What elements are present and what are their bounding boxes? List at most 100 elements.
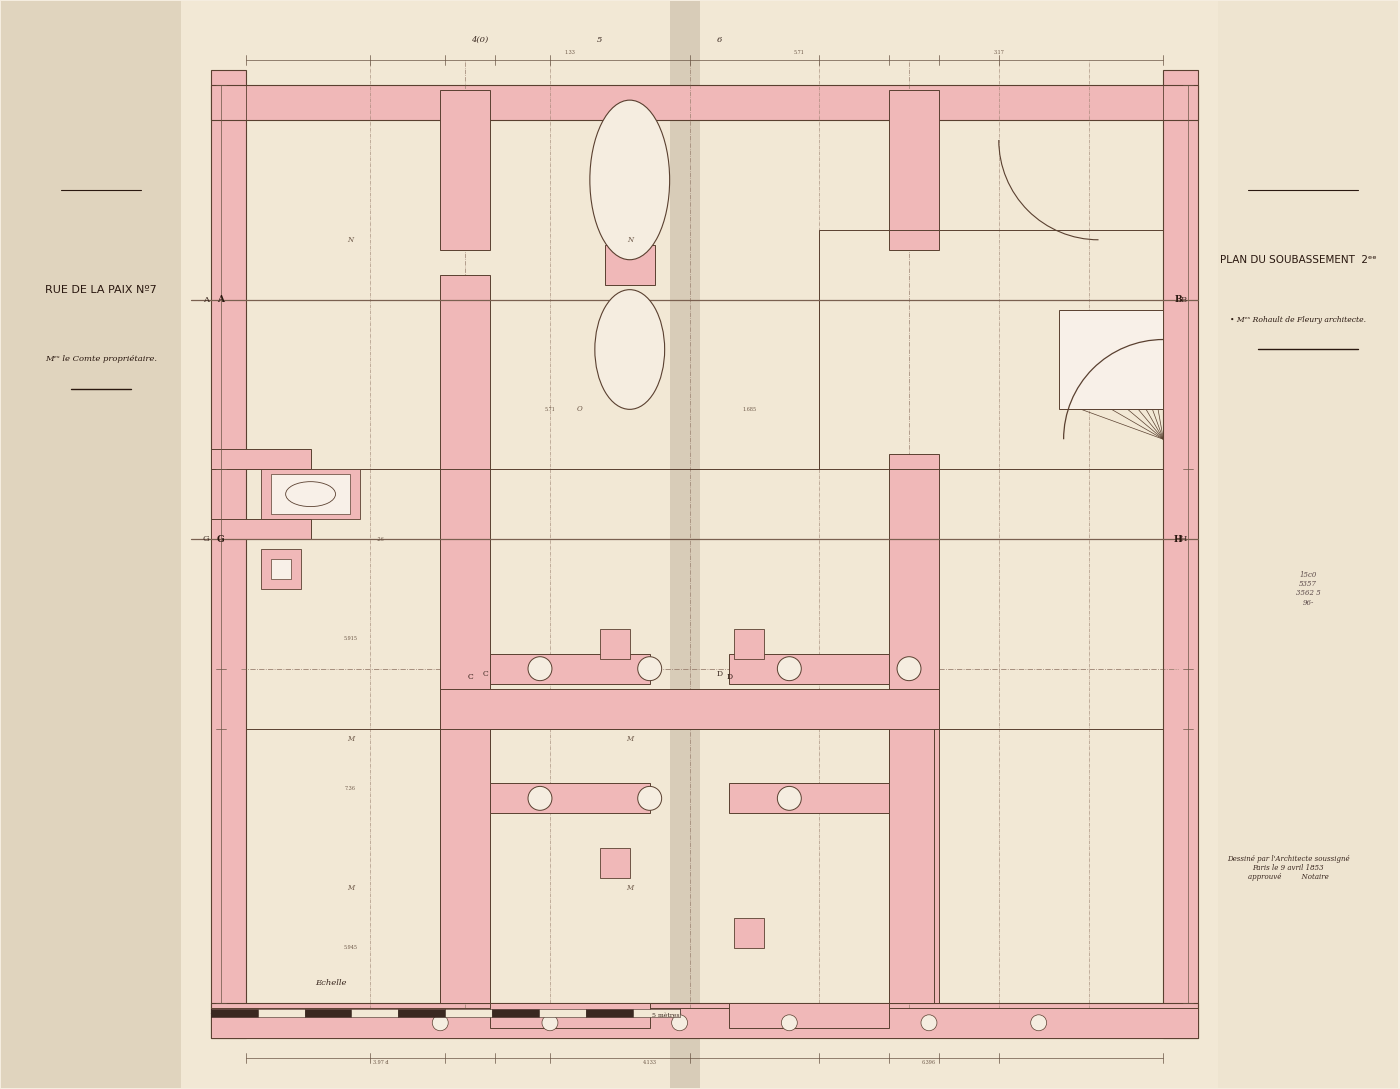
Text: M: M [347,884,354,892]
Ellipse shape [286,481,336,506]
Text: G: G [217,535,224,543]
Text: M: M [626,734,633,743]
Circle shape [777,786,801,810]
Bar [539,1008,585,1017]
Circle shape [897,657,921,681]
Bar [258,1008,305,1017]
Text: 5.915: 5.915 [343,636,357,641]
Circle shape [638,657,662,681]
Text: 5: 5 [598,36,602,45]
Text: D: D [717,670,722,677]
Text: G: G [203,535,209,543]
Bar [729,1003,889,1028]
Text: N: N [627,236,633,244]
Text: O: O [577,405,582,414]
Bar [440,688,939,729]
Bar [889,454,939,1003]
Text: 1.685: 1.685 [742,407,756,412]
Bar [211,450,311,469]
Text: C: C [482,670,489,677]
Text: B: B [1175,295,1182,304]
Text: H: H [1175,535,1183,543]
Bar [729,653,889,684]
Circle shape [921,1015,937,1031]
Bar [270,474,350,514]
Ellipse shape [595,290,665,409]
Text: 5.71: 5.71 [545,407,556,412]
Bar [735,628,764,659]
Text: M: M [626,884,633,892]
Bar [260,469,360,519]
Bar [490,1003,650,1028]
Text: 1.33: 1.33 [564,50,575,54]
Bar [246,729,440,1003]
Bar [181,1,1218,1088]
Circle shape [542,1015,559,1031]
Text: 3.17: 3.17 [994,50,1004,54]
Bar [669,1,700,1088]
Text: 6: 6 [717,36,722,45]
Circle shape [528,786,552,810]
Bar [819,230,1163,469]
Bar [729,783,889,813]
Text: .26: .26 [377,537,384,541]
Circle shape [781,1015,798,1031]
Bar [211,519,311,539]
Bar [305,1008,351,1017]
Bar [605,245,655,284]
Bar [633,1008,679,1017]
Bar [211,85,1198,120]
Bar [1,1,181,1088]
Text: 6.396: 6.396 [923,1061,937,1065]
Text: 15c0
5357
3562 5
96-: 15c0 5357 3562 5 96- [1295,571,1320,607]
Text: A: A [203,295,209,304]
Bar [1163,70,1198,1038]
Text: RUE DE LA PAIX Nº7: RUE DE LA PAIX Nº7 [45,284,157,295]
Text: Echelle: Echelle [315,979,346,987]
Bar [490,783,650,813]
Circle shape [528,657,552,681]
Bar [270,559,291,579]
Circle shape [638,786,662,810]
Bar [440,274,490,1003]
Bar [934,729,1163,1003]
Bar [490,729,889,1003]
Bar [211,1007,1198,1038]
Text: PLAN DU SOUBASSEMENT  2ᵉᵉ: PLAN DU SOUBASSEMENT 2ᵉᵉ [1219,255,1376,265]
Text: D: D [727,673,732,681]
Bar [445,1008,493,1017]
Text: A: A [217,295,224,304]
Circle shape [433,1015,448,1031]
Text: B: B [1180,295,1186,304]
Bar [211,70,246,1038]
Text: 3.97 d: 3.97 d [372,1061,388,1065]
Bar [246,299,819,469]
Bar [440,90,490,249]
Bar [599,628,630,659]
Text: 5 mètres: 5 mètres [652,1013,679,1018]
Text: 7.36: 7.36 [344,786,356,791]
Text: Dessiné par l'Architecte soussigné
Paris le 9 avril 1853
approuvé         Notair: Dessiné par l'Architecte soussigné Paris… [1226,855,1350,881]
Bar [1218,1,1397,1088]
Text: M: M [347,734,354,743]
Bar [399,1008,445,1017]
Circle shape [1030,1015,1047,1031]
Bar [260,549,301,589]
Bar [211,1008,258,1017]
Text: Mᵉˢ le Comte propriétaire.: Mᵉˢ le Comte propriétaire. [45,355,157,364]
Text: 5.945: 5.945 [343,945,357,951]
Bar [889,90,939,249]
Text: 4(0): 4(0) [472,36,489,45]
Bar [599,848,630,878]
Ellipse shape [589,100,669,260]
Bar [211,1003,1198,1038]
Circle shape [672,1015,687,1031]
Bar [1058,309,1163,409]
Bar [351,1008,399,1017]
Text: • Mᵉˢ Rohault de Fleury architecte.: • Mᵉˢ Rohault de Fleury architecte. [1231,316,1366,323]
Bar [585,1008,633,1017]
Text: 5.71: 5.71 [794,50,805,54]
Text: C: C [468,673,473,681]
Bar [490,653,650,684]
Text: H: H [1180,535,1187,543]
